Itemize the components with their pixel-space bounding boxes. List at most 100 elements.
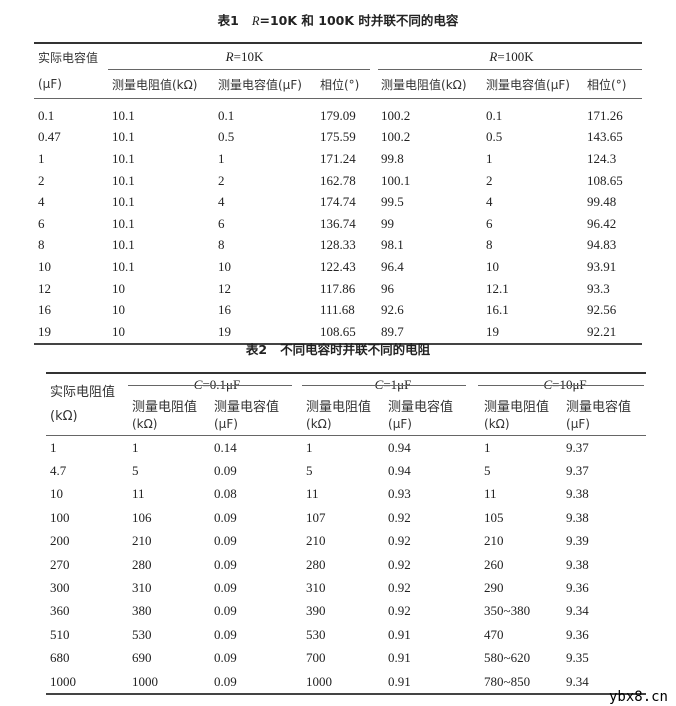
table-cell: 0.92 [388, 580, 411, 596]
table-cell: 0.92 [388, 556, 411, 572]
table-cell: 530 [306, 626, 326, 642]
table-cell: 8 [486, 237, 493, 253]
table-cell: 11 [132, 486, 145, 502]
table-cell: 10 [112, 302, 125, 318]
table-cell: 10.1 [112, 107, 135, 123]
table-cell: 175.59 [320, 129, 356, 145]
table-cell: 0.1 [486, 107, 503, 123]
subheader: 测量电容值 [566, 400, 632, 415]
table-row: 0.1 10.1 0.1 179.09 100.2 0.1 171.26 [34, 99, 642, 127]
subheader: 相位(°) [316, 70, 378, 99]
table-row: 360 380 0.09 390 0.92 350~380 9.34 [46, 600, 646, 623]
table1: 实际电容值 R=10K R=100K (μF) 测量电阻值(kΩ) 测量电容值(… [34, 42, 643, 345]
table2-caption: 表2 不同电容时并联不同的电阻 [0, 339, 676, 358]
table-cell: 280 [132, 556, 152, 572]
table-cell: 93.3 [587, 280, 610, 296]
table-cell: 2 [38, 172, 45, 188]
table-cell: 99.48 [587, 194, 617, 210]
table-cell: 1 [132, 439, 139, 455]
subheader-unit: (μF) [562, 415, 647, 436]
subheader: 测量电阻值 [484, 400, 550, 415]
subheader-unit: (kΩ) [128, 415, 210, 436]
table-cell: 99.8 [381, 150, 404, 166]
group-value: =100K [497, 49, 534, 64]
group-var: R [489, 49, 498, 64]
col0-header: 实际电容值 [38, 50, 99, 65]
subheader-unit: (μF) [210, 415, 303, 436]
table-row: 1000 1000 0.09 1000 0.91 780~850 9.34 [46, 670, 646, 694]
table-cell: 8 [38, 237, 45, 253]
table-cell: 680 [50, 650, 70, 666]
table-cell: 1 [486, 150, 493, 166]
subheader-unit: (kΩ) [480, 415, 563, 436]
table-cell: 4 [486, 194, 493, 210]
table-cell: 260 [484, 556, 504, 572]
table-cell: 100 [50, 509, 70, 525]
caption-number: 表1 [217, 13, 239, 28]
table-cell: 280 [306, 556, 326, 572]
table-cell: 0.09 [214, 626, 237, 642]
subheader: 测量电阻值(kΩ) [377, 70, 483, 99]
table-row: 2 10.1 2 162.78 100.1 2 108.65 [34, 170, 642, 192]
caption-number: 表2 [245, 342, 268, 357]
table-cell: 0.1 [218, 107, 235, 123]
table-cell: 9.36 [566, 580, 589, 596]
table-cell: 10 [486, 258, 500, 274]
table-cell: 9.38 [566, 556, 589, 572]
table-cell: 0.91 [388, 626, 411, 642]
table-cell: 8 [218, 237, 225, 253]
table-cell: 0.93 [388, 486, 411, 502]
table-cell: 9.39 [566, 533, 589, 549]
subheader-unit: (kΩ) [302, 415, 385, 436]
table-cell: 780~850 [484, 673, 531, 689]
group-var: C [543, 377, 553, 392]
table-cell: 16 [38, 302, 51, 318]
table-cell: 100.2 [381, 129, 411, 145]
table-cell: 96.42 [587, 215, 617, 231]
table-cell: 94.83 [587, 237, 617, 253]
table-cell: 10 [112, 280, 125, 296]
table-cell: 0.92 [388, 533, 411, 549]
table-cell: 19 [486, 323, 500, 339]
table-cell: 9.37 [566, 439, 589, 455]
table-cell: 0.14 [214, 439, 237, 455]
col0-header-label: 实际电阻值 [50, 384, 116, 400]
table-cell: 0.94 [388, 439, 411, 455]
col0-unit: (μF) [34, 70, 108, 99]
table-cell: 470 [484, 626, 504, 642]
table-cell: 0.92 [388, 603, 411, 619]
table-cell: 10.1 [112, 237, 135, 253]
table-cell: 700 [306, 650, 326, 666]
group-rule [108, 69, 370, 70]
table-cell: 270 [50, 556, 70, 572]
table2: 实际电阻值 (kΩ) C=0.1μF C=1μF C=10μF 测量电阻值 测量电容… [46, 372, 647, 696]
table-cell: 92.56 [587, 302, 617, 318]
table-cell: 510 [50, 626, 70, 642]
caption-text: 不同电容时并联不同的电阻 [280, 342, 431, 357]
group-header: C=10μF [480, 373, 646, 396]
subheader: 测量电容值(μF) [482, 70, 584, 99]
table-cell: 179.09 [320, 107, 356, 123]
table-cell: 0.08 [214, 486, 237, 502]
table-cell: 9.35 [566, 650, 589, 666]
group-var: R [225, 49, 234, 64]
caption-variable: R [251, 14, 260, 28]
table-row: 12 10 12 117.86 96 12.1 93.3 [34, 278, 642, 300]
table-cell: 0.09 [214, 533, 237, 549]
subheader: 相位(°) [583, 70, 643, 99]
table-cell: 96.4 [381, 258, 404, 274]
subheader: 测量电阻值 [132, 400, 198, 415]
table-cell: 10.1 [112, 172, 135, 188]
table-cell: 580~620 [484, 650, 531, 666]
table-cell: 0.5 [218, 129, 235, 145]
subheader: 测量电容值 [388, 400, 454, 415]
table-cell: 310 [306, 580, 326, 596]
table-cell: 360 [50, 603, 70, 619]
group-value: =0.1μF [202, 377, 241, 392]
table-cell: 0.1 [38, 107, 55, 123]
table-cell: 210 [484, 533, 504, 549]
group-header: R=10K [108, 43, 377, 70]
table-cell: 6 [38, 215, 45, 231]
table-cell: 108.65 [320, 323, 356, 339]
table-cell: 690 [132, 650, 152, 666]
